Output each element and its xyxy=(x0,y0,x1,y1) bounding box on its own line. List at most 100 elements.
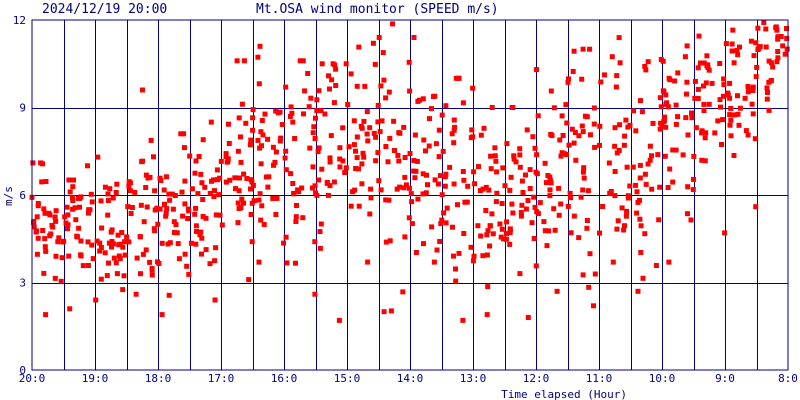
wind-speed-point xyxy=(647,157,653,163)
wind-speed-point xyxy=(166,191,172,197)
wind-speed-point xyxy=(43,179,49,184)
wind-speed-point xyxy=(685,211,690,217)
wind-speed-point xyxy=(580,272,586,278)
wind-speed-point xyxy=(258,129,264,135)
wind-speed-point xyxy=(273,212,279,217)
wind-speed-point xyxy=(270,144,276,150)
wind-speed-point xyxy=(471,169,477,175)
wind-speed-point xyxy=(721,82,727,88)
wind-speed-point xyxy=(556,212,562,218)
wind-speed-point xyxy=(698,60,703,66)
wind-speed-point xyxy=(175,241,181,247)
wind-speed-point xyxy=(294,203,299,208)
wind-speed-point xyxy=(638,223,644,229)
wind-speed-point xyxy=(262,111,268,117)
wind-speed-point xyxy=(165,241,171,247)
wind-speed-point xyxy=(768,60,774,66)
wind-speed-point xyxy=(436,154,442,160)
wind-speed-point xyxy=(543,180,549,186)
wind-speed-point xyxy=(322,111,328,117)
wind-speed-point xyxy=(187,153,193,159)
wind-speed-point xyxy=(663,124,669,130)
wind-speed-point xyxy=(532,204,538,210)
wind-speed-point xyxy=(90,256,96,262)
wind-speed-point xyxy=(406,185,412,191)
wind-speed-point xyxy=(764,85,770,91)
wind-speed-point xyxy=(300,215,306,221)
wind-speed-point xyxy=(541,219,547,225)
wind-speed-point xyxy=(453,266,458,272)
wind-speed-point xyxy=(134,255,140,261)
wind-speed-point xyxy=(717,61,723,66)
wind-speed-point xyxy=(169,191,175,197)
wind-speed-point xyxy=(768,78,774,83)
wind-speed-point xyxy=(64,204,70,210)
wind-speed-point xyxy=(420,191,426,197)
wind-speed-point xyxy=(356,166,361,172)
wind-speed-point xyxy=(182,178,188,184)
wind-speed-point xyxy=(729,48,735,54)
wind-speed-point xyxy=(545,173,551,178)
wind-speed-point xyxy=(390,21,395,27)
wind-speed-point xyxy=(734,47,740,53)
wind-speed-point xyxy=(645,59,651,65)
wind-speed-point xyxy=(699,157,705,163)
wind-speed-point xyxy=(624,164,630,170)
wind-speed-point xyxy=(292,136,298,141)
wind-speed-point xyxy=(256,81,262,87)
wind-speed-point xyxy=(486,187,492,193)
wind-speed-point xyxy=(542,228,548,234)
wind-speed-point xyxy=(617,60,623,66)
wind-speed-point xyxy=(86,210,91,216)
wind-speed-point xyxy=(248,137,254,143)
wind-speed-point xyxy=(440,148,446,154)
wind-speed-point xyxy=(529,220,535,226)
wind-speed-point xyxy=(722,230,728,236)
wind-speed-point xyxy=(706,101,712,107)
wind-speed-point xyxy=(597,123,603,129)
wind-speed-point xyxy=(638,98,643,104)
wind-speed-point xyxy=(484,232,490,238)
wind-speed-point xyxy=(619,205,625,211)
wind-speed-point xyxy=(116,242,122,248)
wind-speed-point xyxy=(77,204,82,210)
wind-speed-point xyxy=(337,164,343,170)
wind-speed-point xyxy=(197,232,203,238)
wind-speed-point xyxy=(97,248,103,254)
wind-speed-point xyxy=(579,123,585,129)
wind-speed-point xyxy=(736,122,742,128)
wind-speed-point xyxy=(115,232,121,238)
wind-speed-point xyxy=(580,187,586,193)
wind-speed-point xyxy=(116,253,122,259)
wind-speed-point xyxy=(283,167,289,173)
wind-speed-point xyxy=(70,184,76,190)
wind-speed-point xyxy=(499,201,505,206)
wind-speed-point xyxy=(552,227,558,233)
x-tick-label: 18:0 xyxy=(145,372,172,385)
x-tick-label: 20:0 xyxy=(19,372,46,385)
wind-speed-point xyxy=(193,223,199,229)
wind-speed-point xyxy=(597,230,602,236)
x-tick-label: 12:0 xyxy=(523,372,550,385)
wind-speed-point xyxy=(319,61,325,67)
wind-speed-point xyxy=(524,127,530,133)
wind-speed-point xyxy=(181,131,187,137)
wind-speed-point xyxy=(470,258,476,264)
wind-speed-point xyxy=(274,195,280,201)
wind-speed-point xyxy=(259,203,265,209)
wind-speed-point xyxy=(433,141,439,147)
wind-speed-point xyxy=(78,253,84,259)
wind-speed-point xyxy=(402,174,408,180)
wind-speed-point xyxy=(368,195,374,201)
wind-speed-point xyxy=(172,193,178,198)
wind-speed-point xyxy=(113,260,119,266)
wind-speed-point xyxy=(661,119,667,125)
wind-speed-point xyxy=(637,175,643,181)
y-tick-label: 3 xyxy=(19,277,26,290)
wind-speed-point xyxy=(383,197,389,203)
wind-speed-point xyxy=(314,108,320,114)
wind-speed-point xyxy=(233,186,238,192)
wind-speed-point xyxy=(351,142,357,148)
wind-speed-point xyxy=(451,253,456,259)
wind-speed-point xyxy=(239,101,245,107)
